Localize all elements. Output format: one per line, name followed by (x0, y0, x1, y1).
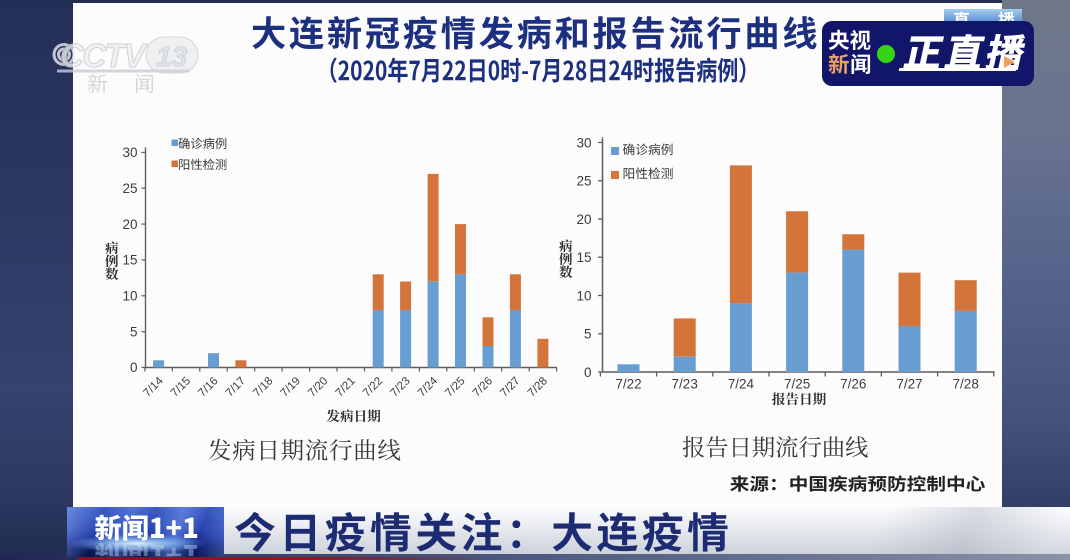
svg-text:25: 25 (122, 181, 137, 196)
svg-text:15: 15 (122, 253, 137, 268)
svg-text:7/23: 7/23 (388, 375, 412, 399)
svg-text:25: 25 (576, 174, 591, 189)
svg-text:7/22: 7/22 (615, 377, 641, 392)
svg-text:5: 5 (130, 324, 138, 339)
svg-text:7/17: 7/17 (224, 375, 248, 399)
svg-text:13: 13 (156, 41, 188, 72)
svg-text:7/28: 7/28 (953, 377, 979, 392)
svg-text:CCTV: CCTV (60, 37, 148, 74)
svg-text:0: 0 (584, 365, 592, 380)
svg-text:0: 0 (130, 360, 138, 375)
svg-text:7/15: 7/15 (169, 375, 193, 399)
svg-text:7/18: 7/18 (251, 375, 275, 399)
svg-text:5: 5 (584, 327, 592, 342)
svg-text:7/16: 7/16 (196, 375, 220, 399)
svg-text:15: 15 (576, 250, 591, 265)
svg-text:7/27: 7/27 (896, 377, 922, 392)
svg-text:7/23: 7/23 (672, 377, 698, 392)
svg-text:30: 30 (122, 145, 137, 160)
svg-text:7/25: 7/25 (443, 375, 467, 399)
svg-text:7/21: 7/21 (334, 375, 358, 399)
svg-text:20: 20 (576, 212, 591, 227)
svg-text:7/22: 7/22 (361, 375, 385, 399)
svg-text:7/25: 7/25 (784, 377, 810, 392)
svg-text:7/26: 7/26 (840, 377, 866, 392)
svg-text:10: 10 (576, 288, 591, 303)
svg-text:7/24: 7/24 (416, 375, 441, 400)
svg-text:20: 20 (122, 217, 137, 232)
svg-text:7/28: 7/28 (526, 375, 550, 399)
svg-text:10: 10 (122, 289, 137, 304)
svg-text:7/24: 7/24 (728, 377, 755, 392)
svg-text:30: 30 (576, 135, 591, 150)
svg-text:7/20: 7/20 (306, 375, 330, 399)
svg-text:7/26: 7/26 (471, 375, 495, 399)
svg-text:7/27: 7/27 (498, 375, 522, 399)
svg-text:7/19: 7/19 (279, 375, 303, 399)
svg-text:7/14: 7/14 (141, 375, 166, 400)
